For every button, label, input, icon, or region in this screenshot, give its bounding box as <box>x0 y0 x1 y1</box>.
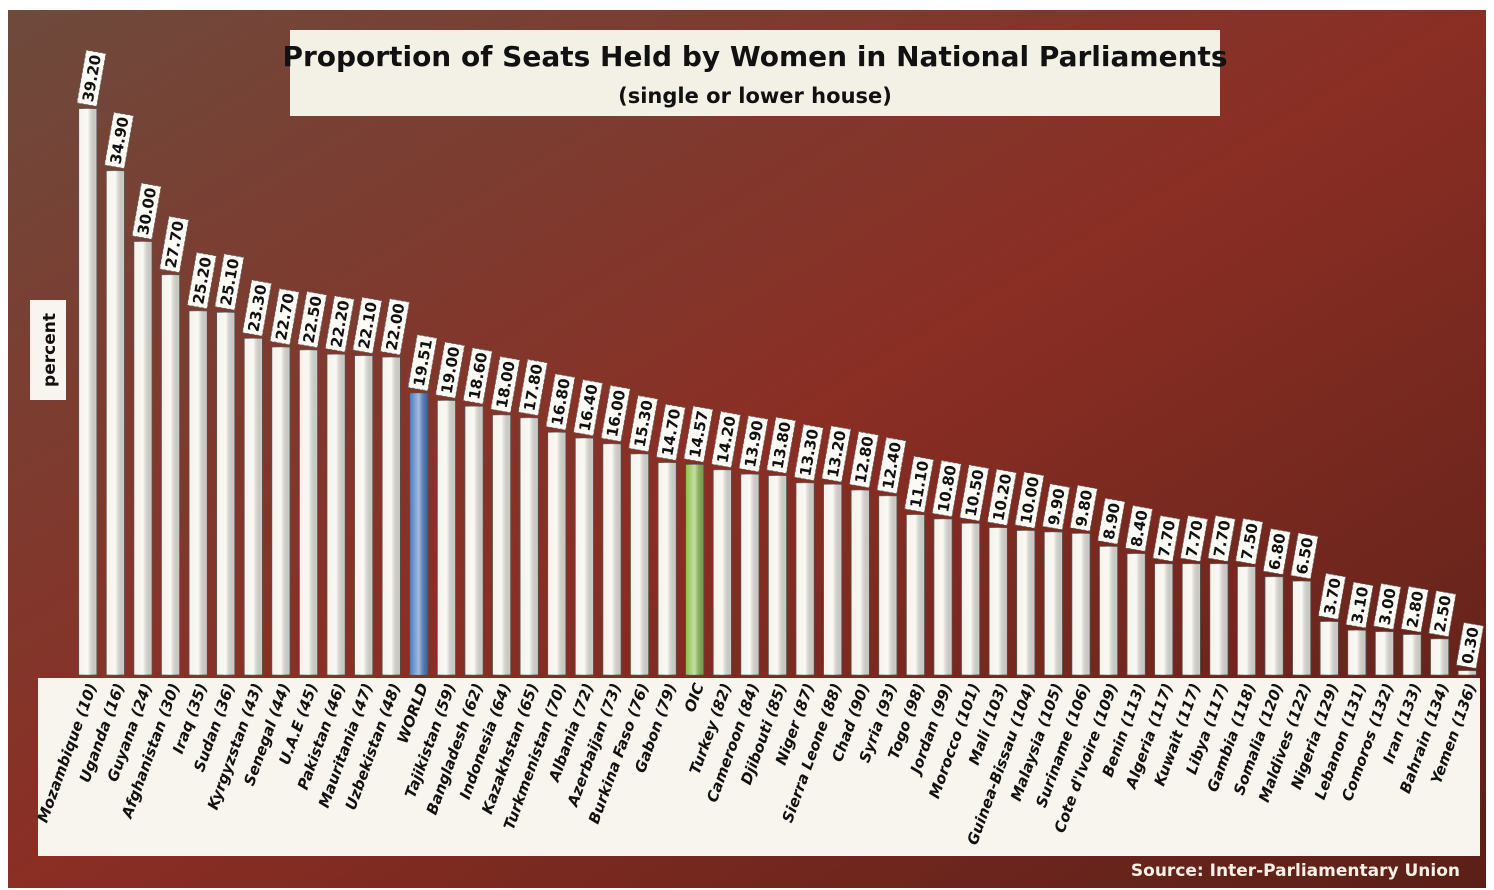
bar <box>299 350 317 675</box>
bar <box>1017 531 1035 676</box>
bar <box>1237 567 1255 675</box>
bar <box>79 109 97 675</box>
bar <box>713 470 731 675</box>
bar <box>658 463 676 675</box>
bar <box>1320 622 1338 675</box>
bar <box>768 476 786 675</box>
bar <box>796 483 814 675</box>
bar <box>630 454 648 675</box>
bar <box>851 490 869 675</box>
bar <box>465 406 483 675</box>
bar <box>603 444 621 675</box>
bar <box>327 354 345 675</box>
bar <box>437 400 455 675</box>
bar <box>906 515 924 675</box>
bar <box>1265 577 1283 675</box>
bar <box>1127 554 1145 675</box>
chart-subtitle: (single or lower house) <box>618 84 892 108</box>
bar <box>1155 564 1173 675</box>
bar <box>1182 564 1200 675</box>
bar <box>879 496 897 675</box>
bar <box>575 438 593 675</box>
bar <box>1293 581 1311 675</box>
bar <box>355 356 373 675</box>
bar <box>1099 546 1117 675</box>
bar <box>741 474 759 675</box>
source-note: Source: Inter-Parliamentary Union <box>1131 861 1460 881</box>
bar <box>272 347 290 675</box>
bar <box>189 311 207 675</box>
bar <box>161 275 179 675</box>
bar <box>410 393 428 675</box>
bar <box>1072 533 1090 675</box>
bar <box>520 418 538 675</box>
bar <box>1375 632 1393 675</box>
bar <box>493 415 511 675</box>
y-axis-label: percent <box>40 313 60 387</box>
bar <box>686 464 704 675</box>
bar <box>824 484 842 675</box>
bar <box>548 432 566 675</box>
bar <box>106 171 124 675</box>
bar <box>134 242 152 676</box>
bar <box>934 519 952 675</box>
bar <box>1458 671 1476 675</box>
bar <box>1210 564 1228 675</box>
bar <box>382 357 400 675</box>
bar <box>217 312 235 675</box>
bar <box>1403 635 1421 675</box>
bar <box>962 523 980 675</box>
bar <box>244 338 262 675</box>
bar <box>1431 639 1449 675</box>
chart: Proportion of Seats Held by Women in Nat… <box>0 0 1494 890</box>
chart-title: Proportion of Seats Held by Women in Nat… <box>282 40 1227 73</box>
bar <box>989 528 1007 675</box>
bar <box>1348 630 1366 675</box>
bar <box>1044 532 1062 675</box>
